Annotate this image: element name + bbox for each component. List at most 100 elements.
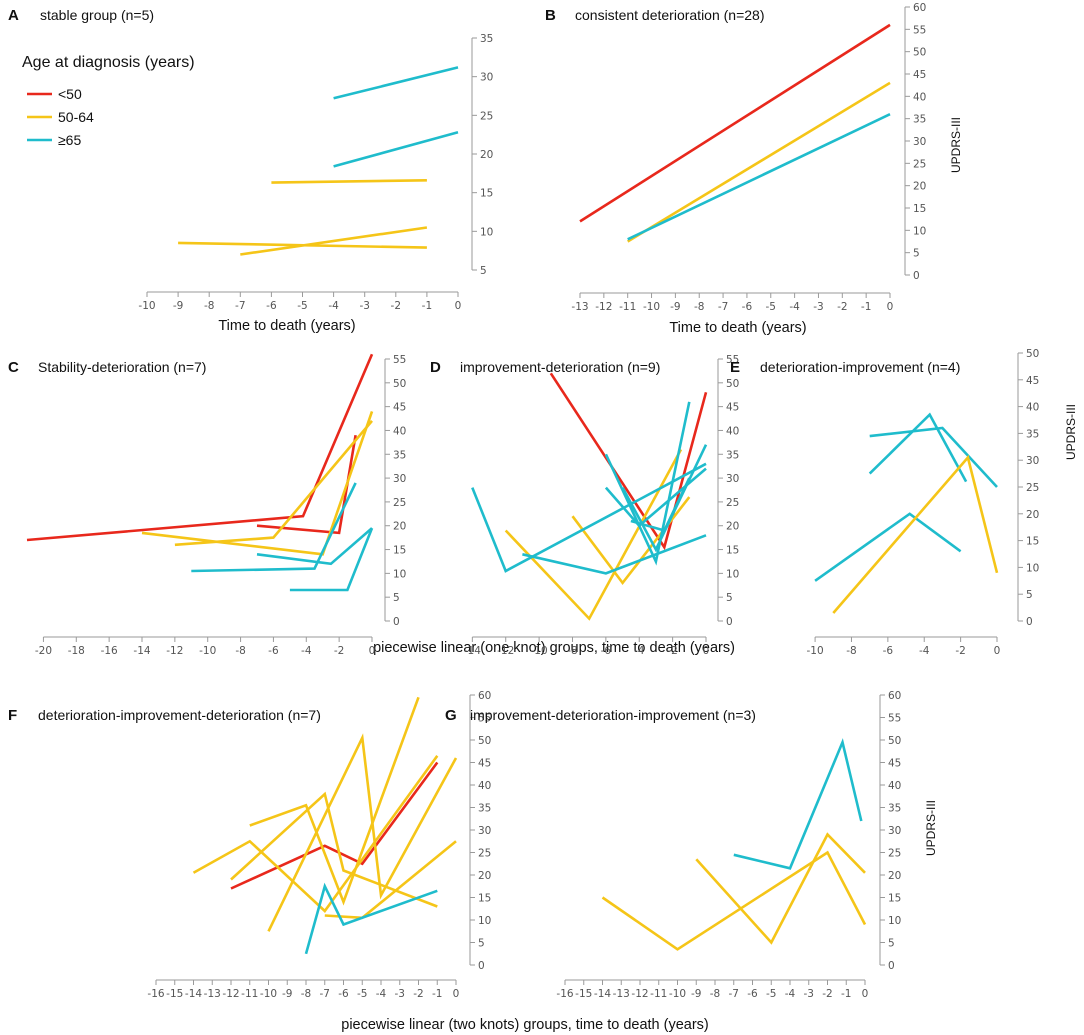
x-tick-label-B: -6 xyxy=(742,301,753,313)
y-tick-label-E: 20 xyxy=(1026,509,1039,521)
y-tick-label-G: 30 xyxy=(888,825,901,837)
panel-title-G: improvement-deterioration-improvement (n… xyxy=(470,707,756,723)
y-tick-label-B: 25 xyxy=(913,158,926,170)
y-tick-label-D: 15 xyxy=(726,545,739,557)
y-axis-E: 0 5 10 15 20 25 30 35 40 45 50 xyxy=(1017,348,1039,628)
y-axis-label-G: UPDRS-III xyxy=(924,800,938,856)
y-tick-label-E: 50 xyxy=(1026,348,1039,360)
panel-label-A: A xyxy=(8,7,19,24)
y-tick-label-F: 15 xyxy=(478,893,491,905)
series-group-A xyxy=(178,66,459,256)
y-tick-label-F: 45 xyxy=(478,758,491,770)
panel-label-F: F xyxy=(8,707,17,724)
y-tick-label-D: 50 xyxy=(726,378,739,390)
y-tick-label-C: 25 xyxy=(393,497,406,509)
panel-title-E: deterioration-improvement (n=4) xyxy=(760,359,960,375)
y-tick-label-D: 0 xyxy=(726,616,733,628)
x-axis-E: -10 -8 -6 -4 -2 0 xyxy=(807,636,1000,657)
y-tick-label-B: 10 xyxy=(913,225,926,237)
series-line-G-3 xyxy=(695,832,866,945)
y-tick-label-A: 5 xyxy=(480,265,487,277)
panel-title-B: consistent deterioration (n=28) xyxy=(575,7,765,23)
x-tick-label-A: -10 xyxy=(138,300,155,312)
series-line-C-4 xyxy=(174,420,373,547)
x-tick-label-A: -9 xyxy=(173,300,183,312)
x-tick-label-B: -2 xyxy=(837,301,847,313)
x-tick-label-A: -4 xyxy=(328,300,339,312)
x-tick-label-B: 0 xyxy=(887,301,894,313)
x-tick-label-F: -2 xyxy=(413,988,423,1000)
y-tick-label-C: 15 xyxy=(393,545,406,557)
y-tick-label-C: 40 xyxy=(393,425,406,437)
panel-label-D: D xyxy=(430,359,441,376)
x-tick-label-G: -8 xyxy=(710,988,720,1000)
x-tick-label-B: -13 xyxy=(571,301,588,313)
x-tick-label-G: -14 xyxy=(594,988,611,1000)
y-tick-label-E: 25 xyxy=(1026,482,1039,494)
x-tick-label-C: -6 xyxy=(268,645,279,657)
x-tick-label-A: -7 xyxy=(235,300,245,312)
x-tick-label-F: -1 xyxy=(432,988,442,1000)
y-tick-label-A: 35 xyxy=(480,33,493,45)
x-tick-label-B: -4 xyxy=(789,301,800,313)
y-tick-label-A: 20 xyxy=(480,149,493,161)
x-axis-C: -20 -18 -16 -14 -12 -10 -8 -6 -4 -2 0 xyxy=(35,636,375,657)
series-line-C-2 xyxy=(256,434,357,535)
panel-title-F: deterioration-improvement-deterioration … xyxy=(38,707,321,723)
x-tick-label-C: -12 xyxy=(166,645,183,657)
y-tick-label-D: 35 xyxy=(726,449,739,461)
y-tick-label-A: 15 xyxy=(480,188,493,200)
series-line-C-1 xyxy=(26,353,374,542)
series-group-C xyxy=(26,353,374,592)
series-line-F-3 xyxy=(249,696,420,906)
x-axis-G: -16 -15 -14 -13 -12 -11 -10 -9 -8 -7 -6 -5 -4 -3 -2 -1 0 xyxy=(556,979,868,1000)
x-tick-label-C: -10 xyxy=(199,645,216,657)
series-line-A-3 xyxy=(271,179,427,184)
y-tick-label-B: 55 xyxy=(913,24,926,36)
series-line-G-1 xyxy=(733,738,863,870)
series-line-D-6 xyxy=(604,401,691,566)
x-tick-label-C: -4 xyxy=(301,645,312,657)
x-axis-F: -16 -15 -14 -13 -12 -11 -10 -9 -8 -7 -6 -5 -4 -3 -2 -1 0 xyxy=(147,979,459,1000)
panel-title-A: stable group (n=5) xyxy=(40,7,154,23)
legend-title: Age at diagnosis (years) xyxy=(22,54,195,71)
shared-x-label-two-knots: piecewise linear (two knots) groups, tim… xyxy=(341,1017,709,1033)
series-line-F-1 xyxy=(230,761,439,890)
x-tick-label-G: -9 xyxy=(691,988,701,1000)
y-tick-label-G: 50 xyxy=(888,735,901,747)
series-line-F-4 xyxy=(230,791,438,908)
x-tick-label-G: -2 xyxy=(822,988,832,1000)
x-tick-label-G: -15 xyxy=(575,988,592,1000)
x-tick-label-G: -12 xyxy=(631,988,648,1000)
x-tick-label-C: -16 xyxy=(101,645,118,657)
x-tick-label-G: -6 xyxy=(747,988,758,1000)
series-line-B-1 xyxy=(579,23,891,223)
x-axis-D: -14 -12 -10 -8 -6 -4 -2 0 xyxy=(464,636,710,657)
y-tick-label-C: 50 xyxy=(393,378,406,390)
series-line-E-1 xyxy=(868,412,968,483)
x-tick-label-E: -8 xyxy=(846,645,856,657)
x-tick-label-A: -3 xyxy=(359,300,369,312)
y-tick-label-C: 55 xyxy=(393,354,406,366)
y-tick-label-G: 0 xyxy=(888,960,895,972)
series-group-B xyxy=(579,23,891,243)
x-axis-label-A: Time to death (years) xyxy=(218,318,355,334)
x-tick-label-D: 0 xyxy=(703,645,710,657)
y-tick-label-F: 60 xyxy=(478,690,491,702)
legend: Age at diagnosis (years) <50 50-64 ≥65 xyxy=(22,54,195,148)
y-tick-label-C: 0 xyxy=(393,616,400,628)
y-tick-label-F: 0 xyxy=(478,960,485,972)
y-tick-label-C: 20 xyxy=(393,521,406,533)
series-line-C-7 xyxy=(289,527,374,592)
y-tick-label-D: 30 xyxy=(726,473,739,485)
y-tick-label-B: 35 xyxy=(913,114,926,126)
x-tick-label-F: -4 xyxy=(376,988,387,1000)
y-tick-label-E: 15 xyxy=(1026,536,1039,548)
x-axis-A: -10 -9 -8 -7 -6 -5 -4 -3 -2 -1 0 xyxy=(138,291,461,312)
y-tick-label-B: 20 xyxy=(913,181,926,193)
x-tick-label-A: -5 xyxy=(297,300,307,312)
y-tick-label-A: 25 xyxy=(480,110,493,122)
x-tick-label-C: -2 xyxy=(334,645,344,657)
